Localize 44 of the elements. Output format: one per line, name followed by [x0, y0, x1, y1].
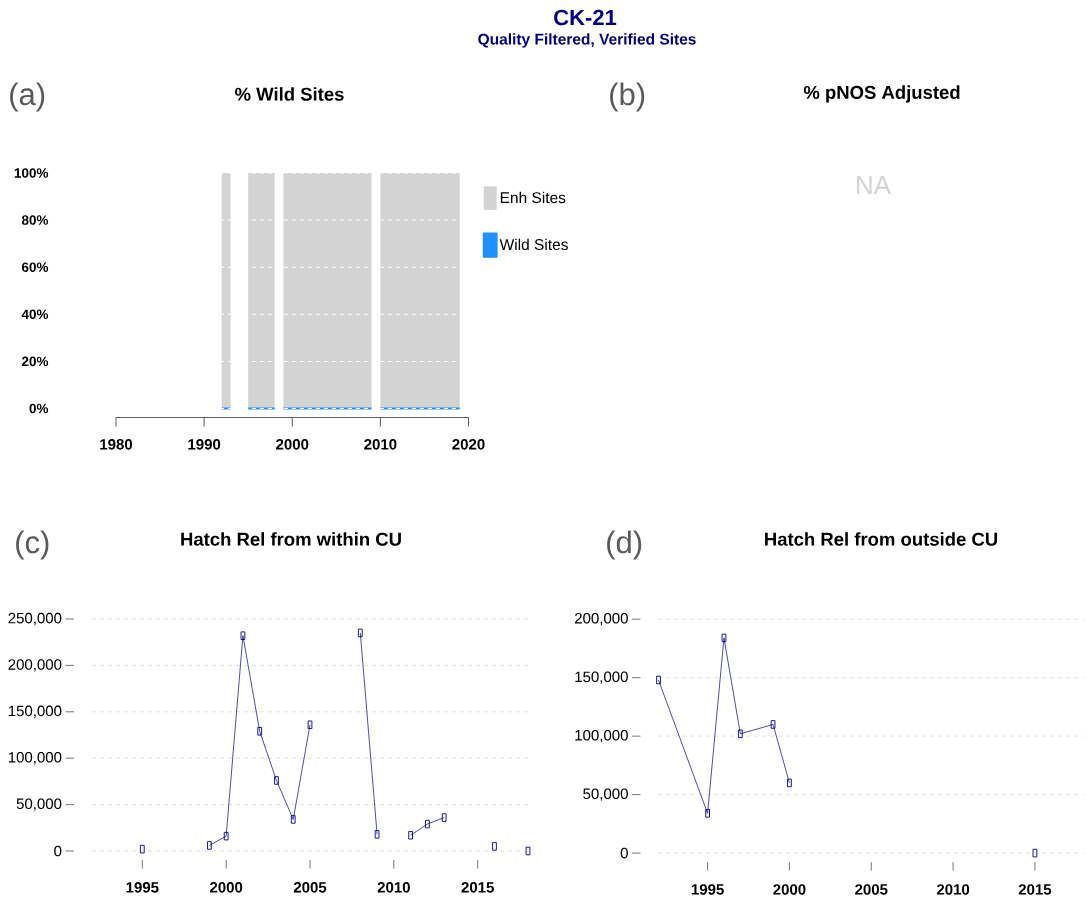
y-tick-label: 0%	[29, 403, 49, 414]
x-tick-label: 2010	[364, 439, 397, 450]
y-tick-label: 150,000	[8, 705, 62, 718]
legend-label: Enh Sites	[500, 191, 566, 204]
chart-title: Hatch Rel from within CU	[181, 532, 401, 546]
y-tick-label: 100,000	[8, 752, 62, 765]
y-tick-label: 100%	[14, 168, 49, 178]
text: (b)	[610, 82, 645, 112]
chart-title: % Wild Sites	[235, 87, 344, 101]
x-tick-label: 2020	[452, 439, 485, 450]
y-tick-label: 50,000	[583, 788, 628, 801]
x-tick-label: 2010	[377, 882, 410, 893]
y-tick-label: 80%	[21, 215, 49, 225]
x-tick-label: 1980	[100, 439, 133, 450]
x-tick-label: 1995	[691, 884, 724, 895]
y-tick-label: 200,000	[8, 659, 62, 672]
text: Quality Filtered, Verified Sites	[478, 33, 696, 48]
y-tick-label: 0	[54, 845, 62, 857]
y-tick-label: 0	[620, 847, 628, 859]
y-tick-label: 40%	[21, 309, 49, 320]
y-tick-label: 60%	[21, 262, 49, 272]
x-tick-label: 1990	[188, 439, 221, 450]
text: % pNOS Adjusted	[803, 85, 960, 103]
text: (d)	[607, 530, 642, 560]
x-tick-label: 2000	[209, 882, 243, 893]
x-tick-label: 2005	[855, 884, 888, 895]
y-tick-label: 100,000	[575, 729, 628, 743]
y-tick-label: 150,000	[575, 671, 628, 684]
x-tick-label: 2000	[773, 884, 806, 895]
y-tick-label: 200,000	[575, 613, 628, 626]
text: (c)	[16, 530, 49, 560]
x-tick-label: 2010	[936, 884, 970, 895]
y-tick-label: 50,000	[16, 798, 62, 811]
y-tick-label: 250,000	[8, 612, 62, 626]
y-tick-label: 20%	[21, 356, 49, 367]
x-tick-label: 1995	[126, 882, 159, 893]
x-tick-label: 2015	[1018, 884, 1052, 895]
legend-label: Wild Sites	[499, 238, 568, 251]
chart-title: Hatch Rel from outside CU	[765, 532, 998, 546]
x-tick-label: 2000	[276, 439, 309, 450]
text: CK-21	[554, 9, 617, 26]
x-tick-label: 2015	[461, 882, 494, 893]
text: (a)	[10, 82, 45, 112]
x-tick-label: 2005	[293, 882, 327, 893]
